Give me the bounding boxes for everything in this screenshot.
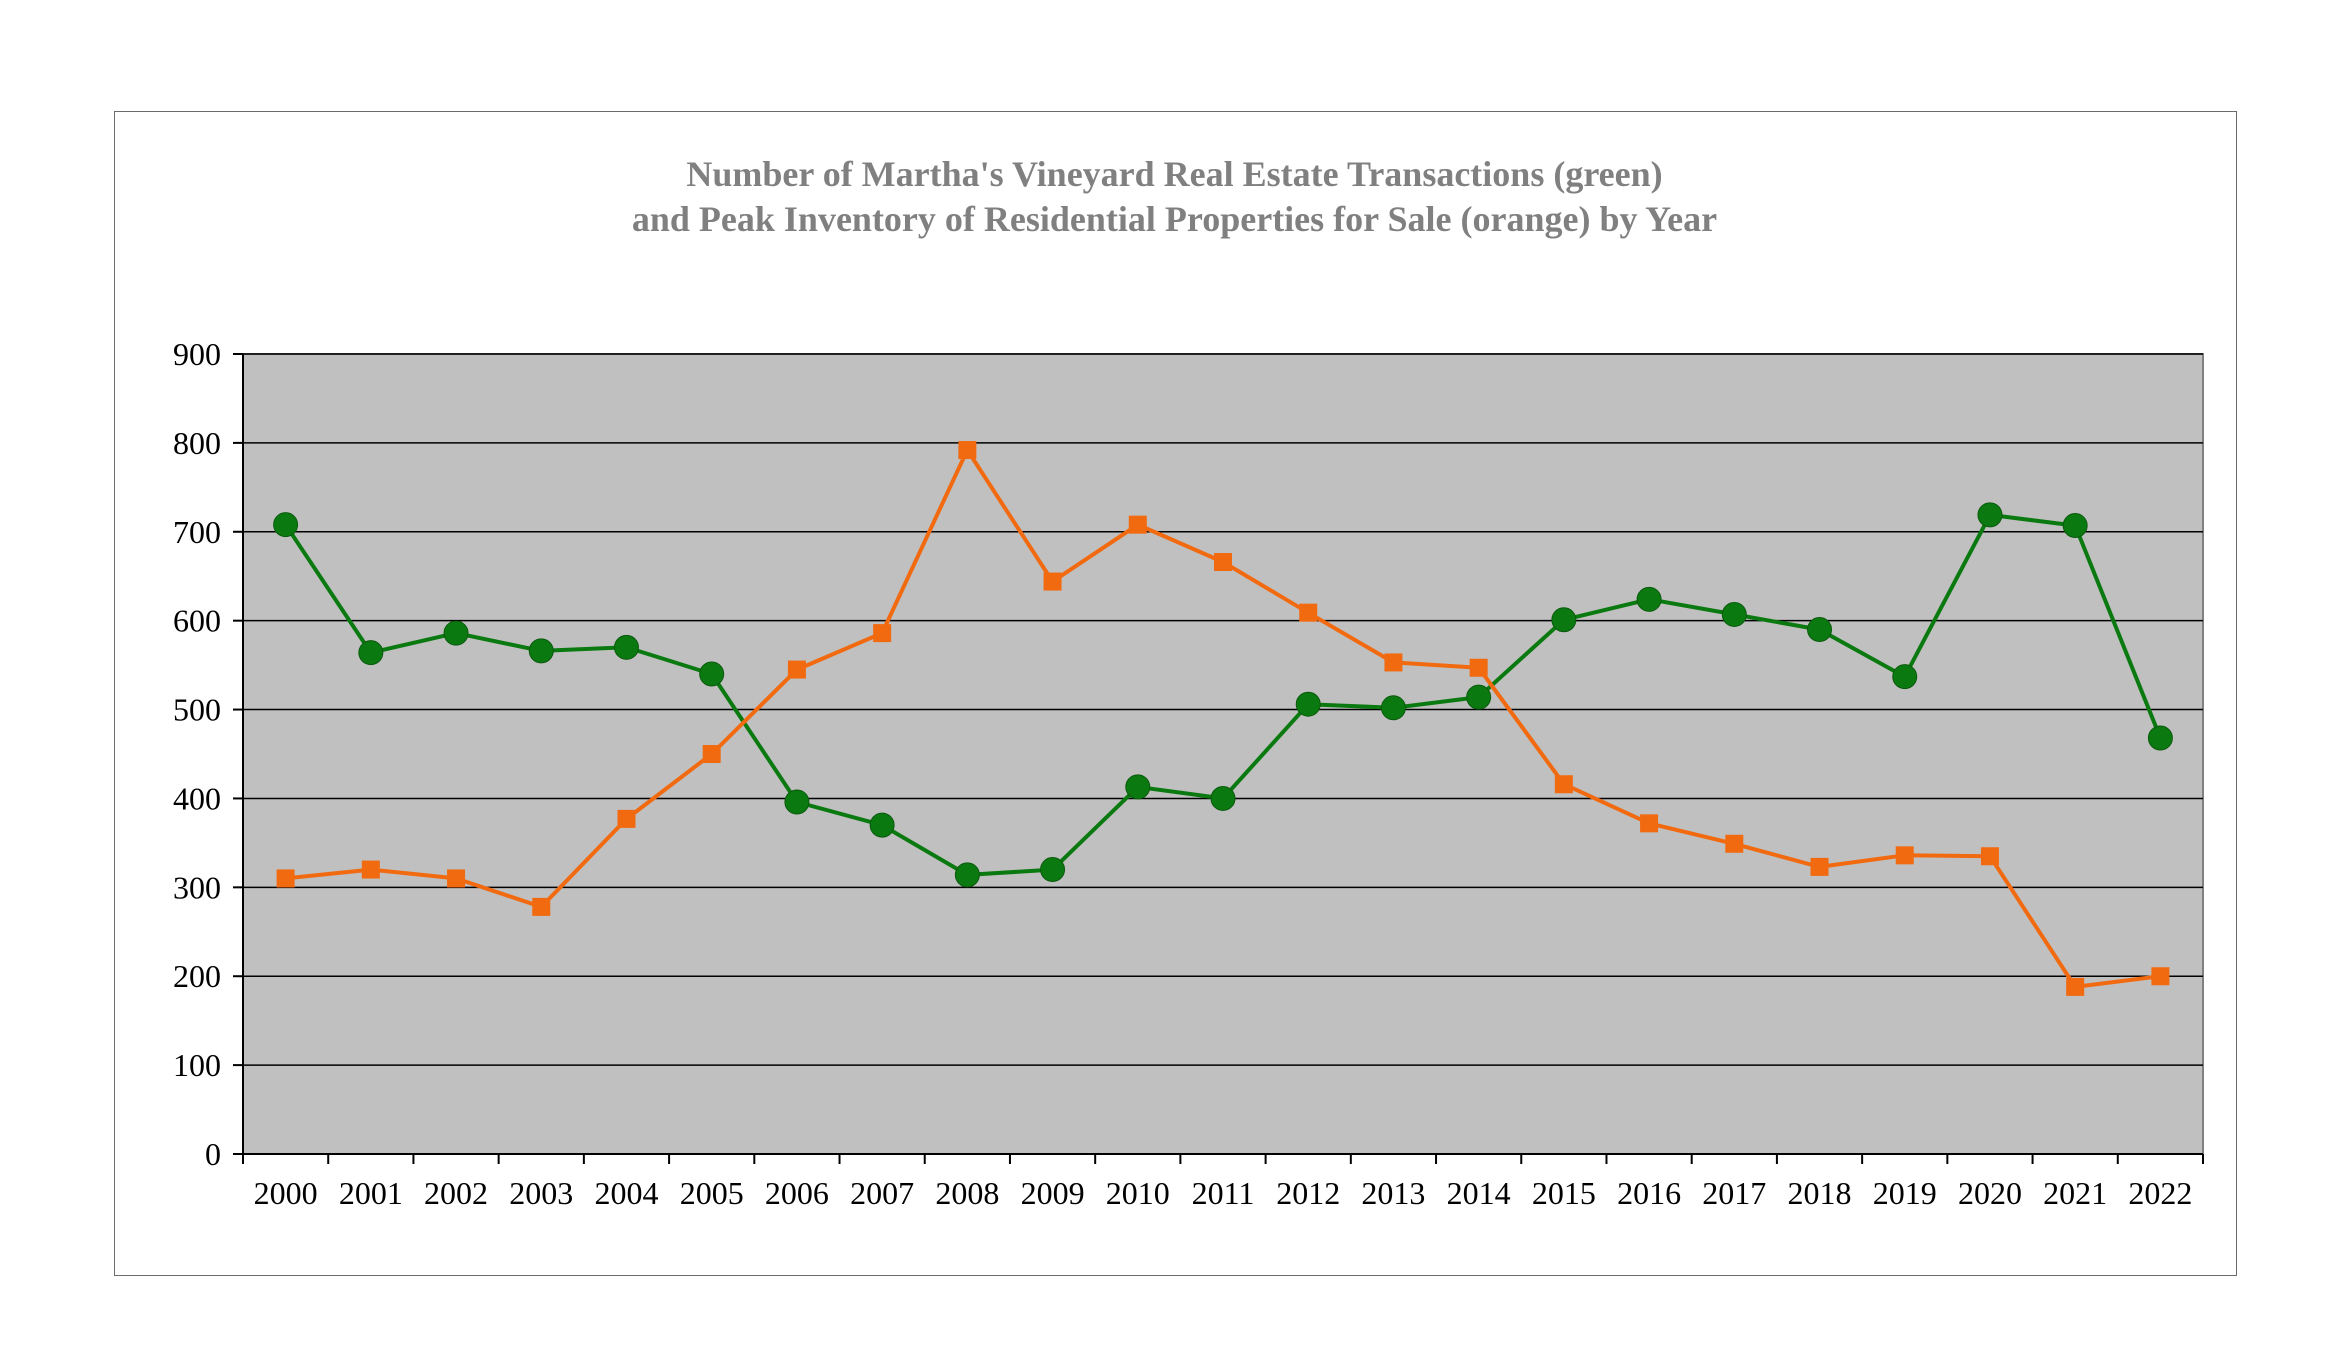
series-1-point — [1381, 696, 1405, 720]
series-1-point — [1552, 608, 1576, 632]
series-2-point — [1896, 846, 1914, 864]
series-2-point — [2151, 967, 2169, 985]
series-1-point — [700, 662, 724, 686]
series-2-point — [277, 869, 295, 887]
series-2-point — [703, 745, 721, 763]
series-2-point — [1214, 553, 1232, 571]
x-tick-label: 2019 — [1873, 1175, 1937, 1211]
series-1-point — [359, 641, 383, 665]
x-tick-label: 2022 — [2128, 1175, 2192, 1211]
series-1-point — [1126, 775, 1150, 799]
x-tick-label: 2003 — [509, 1175, 573, 1211]
y-tick-label: 200 — [173, 958, 221, 994]
series-2-point — [447, 869, 465, 887]
series-1-point — [785, 790, 809, 814]
x-tick-label: 2012 — [1276, 1175, 1340, 1211]
series-2-point — [958, 441, 976, 459]
series-2-point — [1725, 835, 1743, 853]
x-tick-label: 2004 — [594, 1175, 658, 1211]
series-1-point — [870, 813, 894, 837]
y-tick-label: 900 — [173, 336, 221, 372]
x-tick-label: 2014 — [1447, 1175, 1511, 1211]
series-1-point — [1637, 587, 1661, 611]
series-1-point — [1978, 503, 2002, 527]
series-2-point — [1299, 604, 1317, 622]
x-tick-label: 2001 — [339, 1175, 403, 1211]
series-1-point — [1893, 665, 1917, 689]
series-2-point — [617, 810, 635, 828]
series-1-point — [1041, 858, 1065, 882]
series-2-point — [1470, 659, 1488, 677]
x-tick-label: 2015 — [1532, 1175, 1596, 1211]
series-2-point — [1640, 814, 1658, 832]
y-tick-label: 100 — [173, 1047, 221, 1083]
y-tick-label: 0 — [205, 1136, 221, 1172]
x-tick-label: 2017 — [1702, 1175, 1766, 1211]
x-tick-label: 2005 — [680, 1175, 744, 1211]
series-2-point — [1981, 847, 1999, 865]
series-1-point — [1467, 685, 1491, 709]
series-1-point — [1296, 692, 1320, 716]
y-tick-label: 600 — [173, 603, 221, 639]
plot-area — [243, 354, 2203, 1154]
x-tick-label: 2007 — [850, 1175, 914, 1211]
series-1-point — [614, 635, 638, 659]
series-2-point — [1811, 858, 1829, 876]
series-2-point — [362, 861, 380, 879]
y-tick-label: 700 — [173, 514, 221, 550]
series-2-point — [1555, 775, 1573, 793]
x-tick-label: 2006 — [765, 1175, 829, 1211]
series-2-point — [1044, 573, 1062, 591]
x-tick-label: 2021 — [2043, 1175, 2107, 1211]
series-1-point — [274, 513, 298, 537]
series-2-point — [2066, 978, 2084, 996]
x-tick-label: 2011 — [1192, 1175, 1255, 1211]
series-2-point — [788, 661, 806, 679]
series-1-point — [2148, 726, 2172, 750]
x-tick-label: 2002 — [424, 1175, 488, 1211]
x-tick-label: 2009 — [1021, 1175, 1085, 1211]
y-tick-label: 300 — [173, 869, 221, 905]
series-1-point — [529, 639, 553, 663]
series-1-point — [955, 863, 979, 887]
series-2-point — [1129, 516, 1147, 534]
series-1-point — [2063, 514, 2087, 538]
x-tick-label: 2018 — [1788, 1175, 1852, 1211]
x-tick-label: 2013 — [1361, 1175, 1425, 1211]
y-tick-label: 800 — [173, 425, 221, 461]
y-tick-label: 400 — [173, 780, 221, 816]
x-tick-label: 2016 — [1617, 1175, 1681, 1211]
x-tick-label: 2010 — [1106, 1175, 1170, 1211]
series-2-point — [873, 624, 891, 642]
series-1-point — [444, 621, 468, 645]
series-1-point — [1808, 618, 1832, 642]
y-tick-label: 500 — [173, 692, 221, 728]
series-1-point — [1722, 602, 1746, 626]
series-2-point — [532, 898, 550, 916]
series-1-point — [1211, 786, 1235, 810]
x-tick-label: 2008 — [935, 1175, 999, 1211]
x-tick-label: 2000 — [254, 1175, 318, 1211]
series-2-point — [1384, 653, 1402, 671]
x-tick-label: 2020 — [1958, 1175, 2022, 1211]
